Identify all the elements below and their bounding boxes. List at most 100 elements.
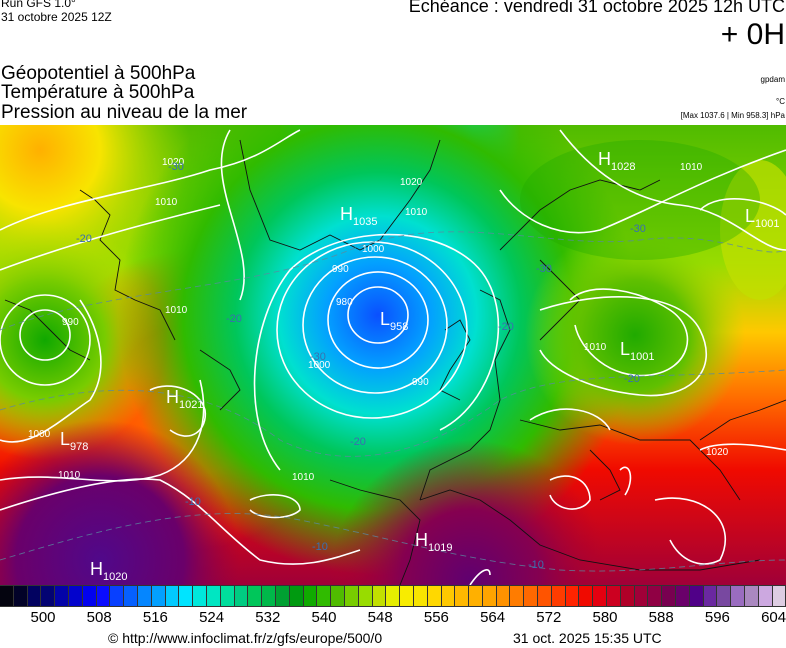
- isotherm-label: -10: [185, 496, 201, 508]
- colorbar-label: 516: [142, 609, 168, 626]
- colorbar-swatch: [0, 586, 14, 606]
- colorbar-swatch: [662, 586, 677, 606]
- colorbar-swatch: [772, 586, 786, 606]
- colorbar-swatch: [745, 586, 759, 606]
- isotherm-label: -30: [310, 351, 326, 363]
- run-date: 31 octobre 2025 12Z: [1, 10, 112, 24]
- isobar-label: 1010: [155, 197, 178, 208]
- colorbar-label: 564: [480, 609, 506, 626]
- colorbar-label: 540: [311, 609, 337, 626]
- weather-map: 1020 1010 1020 1010 1000 990 980 1000 990 990 1010…: [0, 125, 786, 585]
- unit-temperature: °C: [776, 97, 785, 106]
- high-pressure-center: H1035: [340, 204, 377, 228]
- colorbar-label: 532: [255, 609, 281, 626]
- colorbar-swatch: [248, 586, 263, 606]
- map-canvas: 1020 1010 1020 1010 1000 990 980 1000 990 990 1010…: [0, 125, 786, 585]
- isotherm-label: -20: [350, 436, 366, 448]
- colorbar-swatch: [538, 586, 552, 606]
- colorbar-swatch: [303, 586, 318, 606]
- isotherm-label: -30: [630, 223, 646, 235]
- colorbar-swatch: [206, 586, 221, 606]
- temperature-labels: -30 -20 -30 -30 -20 -30 -20 -20 -20 -10 -10 -10: [76, 161, 646, 571]
- colorbar-swatch: [55, 586, 69, 606]
- isotherm-label: -30: [168, 161, 184, 173]
- pressure-centers: H1035 H1028 L1001 L958 L1001 H1021 L978 H1019 H1…: [60, 149, 780, 583]
- colorbar-swatch: [13, 586, 28, 606]
- low-pressure-center: L1001: [745, 206, 780, 230]
- colorbar-swatch: [524, 586, 539, 606]
- layer-title-pressure: Pression au niveau de la mer: [1, 102, 248, 123]
- colorbar-swatch: [703, 586, 718, 606]
- isobar-label: 1000: [362, 244, 385, 255]
- colorbar-swatch: [455, 586, 470, 606]
- colorbar-swatch: [648, 586, 663, 606]
- colorbar-swatch: [551, 586, 566, 606]
- colorbar-label: 572: [536, 609, 562, 626]
- high-pressure-center: H1028: [598, 149, 635, 173]
- colorbar-swatch: [579, 586, 594, 606]
- colorbar-swatch: [758, 586, 773, 606]
- colorbar-swatch: [262, 586, 276, 606]
- colorbar-swatch: [344, 586, 359, 606]
- colorbar-swatch: [386, 586, 401, 606]
- colorbar-swatch: [372, 586, 387, 606]
- colorbar-swatch: [620, 586, 635, 606]
- low-pressure-center: L1001: [620, 339, 655, 363]
- colorbar-swatch: [400, 586, 414, 606]
- colorbar-swatch: [317, 586, 332, 606]
- isobar-label: 1010: [584, 342, 607, 353]
- isotherm-label: -10: [312, 541, 328, 553]
- colorbar-label: 524: [199, 609, 225, 626]
- isobar-labels: 1020 1010 1020 1010 1000 990 980 1000 990 990 1010…: [28, 157, 729, 483]
- colorbar-label: 500: [30, 609, 56, 626]
- colorbar-swatch: [565, 586, 580, 606]
- colorbar: [0, 585, 786, 607]
- forecast-offset: + 0H: [720, 18, 785, 51]
- colorbar-swatch: [289, 586, 304, 606]
- colorbar-swatch: [427, 586, 442, 606]
- layer-title-geopotential: Géopotentiel à 500hPa: [1, 63, 196, 84]
- colorbar-swatch: [731, 586, 746, 606]
- colorbar-swatch: [234, 586, 249, 606]
- colorbar-swatch: [413, 586, 428, 606]
- isobars: [0, 129, 786, 585]
- colorbar-swatch: [179, 586, 194, 606]
- colorbar-swatch: [358, 586, 373, 606]
- isobar-label: 980: [336, 297, 353, 308]
- colorbar-label: 556: [423, 609, 449, 626]
- colorbar-label: 508: [86, 609, 112, 626]
- isotherm-label: -20: [498, 321, 514, 333]
- colorbar-swatch: [68, 586, 83, 606]
- colorbar-swatch: [676, 586, 690, 606]
- colorbar-swatch: [331, 586, 345, 606]
- isobar-label: 990: [62, 317, 79, 328]
- isotherms: [0, 231, 786, 572]
- layer-title-temperature: Température à 500hPa: [1, 82, 195, 103]
- isobar-label: 1010: [165, 305, 188, 316]
- colorbar-swatch: [510, 586, 525, 606]
- colorbar-swatch: [496, 586, 511, 606]
- colorbar-swatch: [151, 586, 166, 606]
- colorbar-swatch: [82, 586, 97, 606]
- isotherm-label: -20: [226, 313, 242, 325]
- isobar-label: 1010: [405, 207, 428, 218]
- low-pressure-center: L958: [380, 309, 408, 333]
- high-pressure-center: H1020: [90, 559, 127, 583]
- colorbar-swatch: [27, 586, 42, 606]
- run-title: Run GFS 1.0°: [1, 0, 76, 10]
- low-pressure-center: L978: [60, 429, 88, 453]
- colorbar-swatch: [96, 586, 111, 606]
- isotherm-label: -20: [76, 233, 92, 245]
- copyright-link[interactable]: © http://www.infoclimat.fr/z/gfs/europe/…: [108, 630, 383, 646]
- colorbar-swatch: [220, 586, 235, 606]
- high-pressure-center: H1021: [166, 387, 203, 411]
- colorbar-swatch: [717, 586, 732, 606]
- isobar-label: 1020: [400, 177, 423, 188]
- isotherm-label: -20: [624, 373, 640, 385]
- isobar-label: 1020: [706, 447, 729, 458]
- generated-time: 31 oct. 2025 15:35 UTC: [513, 630, 662, 646]
- unit-geopotential: gpdam: [760, 75, 785, 84]
- colorbar-swatch: [689, 586, 704, 606]
- colorbar-swatch: [482, 586, 497, 606]
- isobar-label: 1000: [28, 429, 51, 440]
